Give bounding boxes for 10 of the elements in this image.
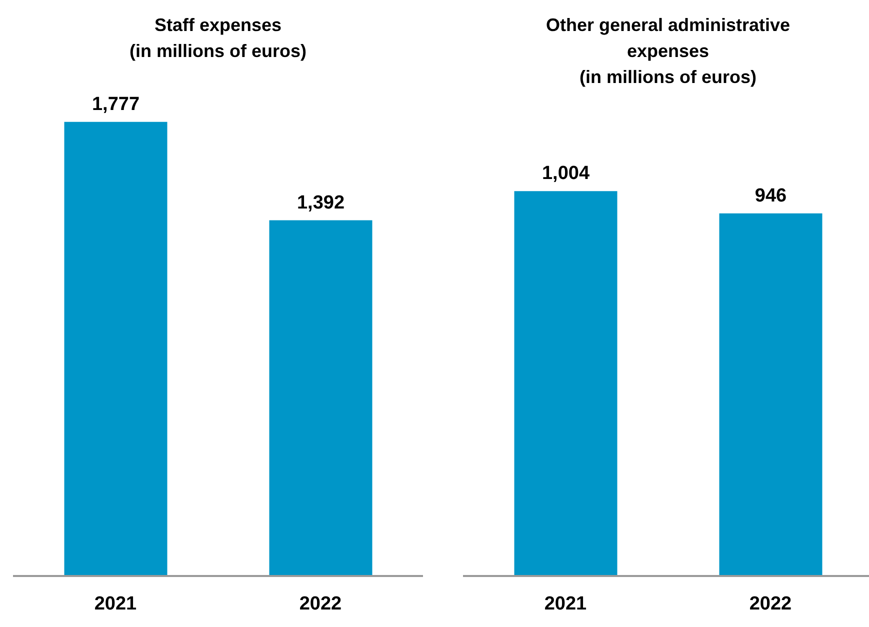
chart-title: Other general administrative expenses (in millions of euros) bbox=[544, 14, 792, 89]
data-label: 1,777 bbox=[92, 94, 140, 115]
chart-title: Staff expenses (in millions of euros) bbox=[129, 15, 306, 61]
data-label: 946 bbox=[754, 185, 787, 206]
x-tick-label: 2022 bbox=[299, 593, 342, 614]
x-tick-label: 2022 bbox=[749, 593, 792, 614]
x-tick-label: 2021 bbox=[94, 593, 138, 614]
data-label: 1,004 bbox=[542, 163, 590, 184]
x-tick-label: 2021 bbox=[544, 593, 588, 614]
data-label: 1,392 bbox=[296, 192, 345, 214]
